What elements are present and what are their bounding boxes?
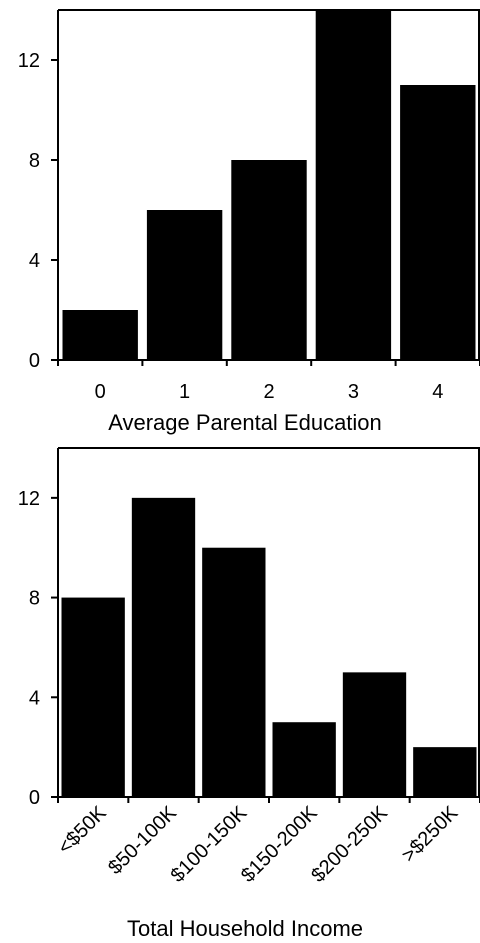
bar-1 <box>131 497 196 797</box>
bar-0 <box>62 310 138 360</box>
panel-household-income: 04812<$50K$50-100K$100-150K$150-200K$200… <box>18 447 480 941</box>
x-tick-label: 1 <box>179 381 190 403</box>
x-tick-label: 2 <box>263 381 274 403</box>
bar-1 <box>146 210 223 360</box>
bar-2 <box>231 160 307 360</box>
x-axis-title: Average Parental Education <box>108 410 382 435</box>
y-tick-label: 12 <box>18 488 40 510</box>
x-tick-label: $200-250K <box>307 802 392 887</box>
x-axis-title: Total Household Income <box>127 916 363 941</box>
x-tick-label: 4 <box>432 381 443 403</box>
x-tick-label: <$50K <box>54 802 111 859</box>
bar-0 <box>61 597 125 797</box>
y-tick-label: 12 <box>18 50 40 72</box>
bar-3 <box>272 722 336 797</box>
y-tick-label: 8 <box>29 150 40 172</box>
x-tick-label: 3 <box>348 381 359 403</box>
y-tick-label: 4 <box>29 687 40 709</box>
x-tick-label: 0 <box>95 381 106 403</box>
y-tick-label: 8 <box>29 588 40 610</box>
bar-3 <box>315 10 392 360</box>
bar-5 <box>413 747 477 797</box>
bar-4 <box>400 85 476 360</box>
y-tick-label: 0 <box>29 787 40 809</box>
y-tick-label: 0 <box>29 350 40 372</box>
bar-4 <box>342 672 407 797</box>
bar-2 <box>202 547 266 797</box>
x-tick-label: >$250K <box>398 802 463 867</box>
y-tick-label: 4 <box>29 250 40 272</box>
